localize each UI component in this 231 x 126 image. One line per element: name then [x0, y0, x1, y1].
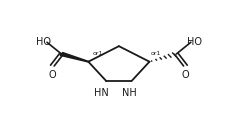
Text: NH: NH — [122, 88, 137, 98]
Text: O: O — [48, 70, 56, 80]
Text: HO: HO — [36, 37, 51, 47]
Text: or1: or1 — [92, 51, 103, 56]
Text: HO: HO — [186, 37, 201, 47]
Text: HN: HN — [93, 88, 108, 98]
Text: or1: or1 — [150, 51, 160, 56]
Text: O: O — [181, 70, 188, 80]
Polygon shape — [60, 53, 88, 62]
